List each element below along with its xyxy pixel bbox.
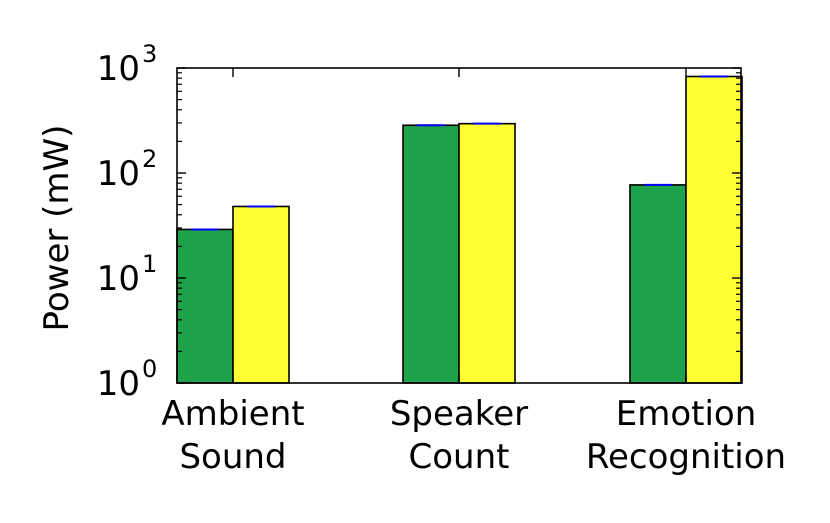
y-axis-label: Power (mW) (37, 125, 77, 332)
y-tick-label: 10 (97, 364, 140, 404)
bar-series1-1 (402, 124, 460, 384)
x-tick-label: Count (409, 437, 510, 477)
bar-series2-1 (458, 122, 516, 384)
y-tick-label: 10 (97, 49, 140, 89)
bar-series1-0 (176, 228, 234, 384)
y-tick-base: 10 (97, 154, 140, 194)
y-tick-base: 10 (97, 259, 140, 299)
y-tick-exponent: 2 (142, 145, 157, 173)
bar-series2-0 (232, 205, 290, 384)
x-tick-label: Ambient (161, 394, 304, 434)
x-tick-label: Speaker (390, 394, 528, 434)
bar-series1-2 (629, 184, 687, 384)
y-tick-label: 10 (97, 154, 140, 194)
y-tick-label: 10 (97, 259, 140, 299)
y-tick-base: 10 (97, 364, 140, 404)
y-tick-exponent: 0 (142, 355, 157, 383)
bar-series2-2 (685, 75, 743, 384)
y-tick-exponent: 3 (142, 40, 157, 68)
x-tick-label: Emotion (616, 394, 757, 434)
x-tick-label: Recognition (586, 437, 786, 477)
y-tick-base: 10 (97, 49, 140, 89)
y-tick-exponent: 1 (142, 250, 157, 278)
x-tick-label: Sound (179, 437, 286, 477)
